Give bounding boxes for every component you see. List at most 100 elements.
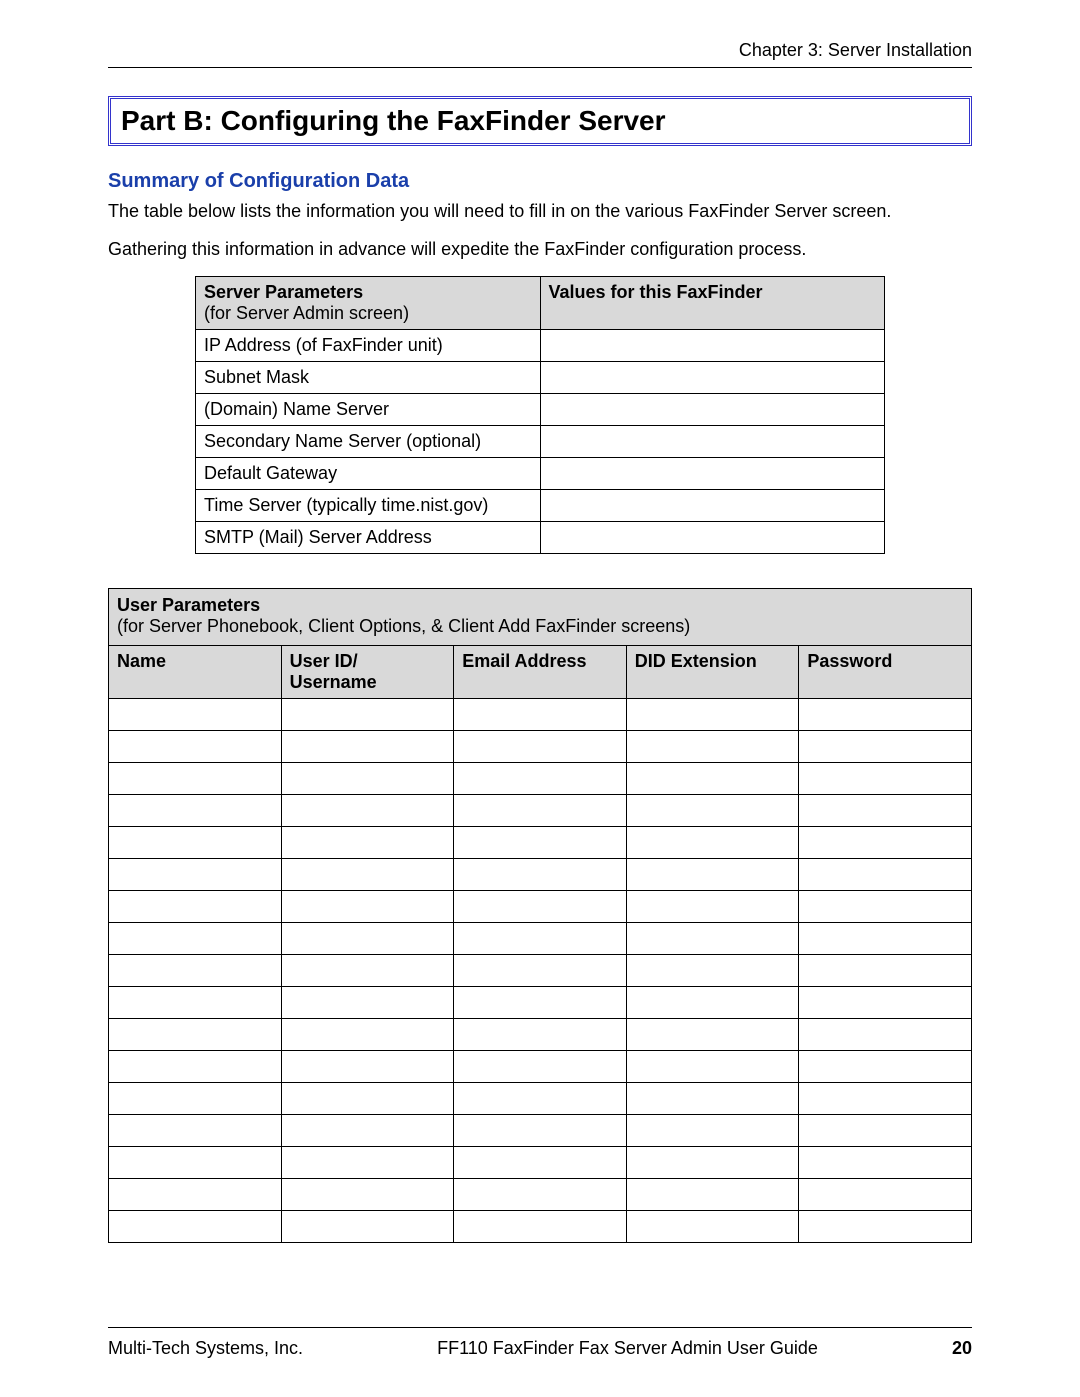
server-values-header: Values for this FaxFinder — [540, 276, 885, 329]
col-userid-line2: Username — [290, 672, 377, 692]
user-cell — [626, 1178, 799, 1210]
user-cell — [281, 730, 454, 762]
user-cell — [109, 826, 282, 858]
user-cell — [281, 922, 454, 954]
user-cell — [109, 794, 282, 826]
col-password: Password — [799, 645, 972, 698]
table-row — [109, 954, 972, 986]
user-cell — [109, 858, 282, 890]
user-cell — [799, 890, 972, 922]
user-cell — [109, 1082, 282, 1114]
chapter-text: Chapter 3: Server Installation — [739, 40, 972, 60]
table-row — [109, 986, 972, 1018]
user-cell — [109, 762, 282, 794]
user-parameters-table: User Parameters (for Server Phonebook, C… — [108, 588, 972, 1243]
table-row — [109, 1146, 972, 1178]
user-cell — [799, 1210, 972, 1242]
table-row — [109, 922, 972, 954]
user-cell — [626, 954, 799, 986]
server-params-header: Server Parameters (for Server Admin scre… — [196, 276, 541, 329]
server-param-label: Subnet Mask — [196, 361, 541, 393]
section-title: Part B: Configuring the FaxFinder Server — [121, 105, 959, 137]
user-cell — [626, 794, 799, 826]
user-cell — [626, 858, 799, 890]
user-cell — [109, 1018, 282, 1050]
table-row: Time Server (typically time.nist.gov) — [196, 489, 885, 521]
user-cell — [454, 1210, 627, 1242]
user-cell — [109, 1146, 282, 1178]
table-row: Subnet Mask — [196, 361, 885, 393]
user-cell — [626, 986, 799, 1018]
server-param-value — [540, 489, 885, 521]
user-cell — [799, 698, 972, 730]
server-param-value — [540, 457, 885, 489]
server-param-label: Secondary Name Server (optional) — [196, 425, 541, 457]
user-params-columns-row: Name User ID/ Username Email Address DID… — [109, 645, 972, 698]
table-row — [109, 698, 972, 730]
table-row — [109, 858, 972, 890]
user-cell — [454, 1082, 627, 1114]
user-cell — [626, 890, 799, 922]
user-cell — [454, 1018, 627, 1050]
table-row — [109, 1178, 972, 1210]
user-cell — [109, 1210, 282, 1242]
server-param-value — [540, 393, 885, 425]
user-cell — [454, 1146, 627, 1178]
table-row — [109, 826, 972, 858]
server-param-label: Default Gateway — [196, 457, 541, 489]
table-row — [109, 762, 972, 794]
server-params-header-note: (for Server Admin screen) — [204, 303, 409, 323]
user-cell — [626, 1210, 799, 1242]
user-cell — [281, 1050, 454, 1082]
user-cell — [281, 1082, 454, 1114]
user-cell — [626, 1082, 799, 1114]
intro-text-2: Gathering this information in advance wi… — [108, 237, 972, 261]
user-cell — [281, 794, 454, 826]
user-params-section-row: User Parameters (for Server Phonebook, C… — [109, 588, 972, 645]
user-cell — [281, 698, 454, 730]
table-row — [109, 730, 972, 762]
user-cell — [799, 922, 972, 954]
server-param-label: (Domain) Name Server — [196, 393, 541, 425]
user-cell — [626, 698, 799, 730]
table-row: SMTP (Mail) Server Address — [196, 521, 885, 553]
footer-center: FF110 FaxFinder Fax Server Admin User Gu… — [303, 1338, 952, 1359]
user-cell — [109, 986, 282, 1018]
user-cell — [454, 954, 627, 986]
table-row: (Domain) Name Server — [196, 393, 885, 425]
intro-text-1: The table below lists the information yo… — [108, 199, 972, 223]
user-cell — [799, 826, 972, 858]
user-cell — [799, 858, 972, 890]
user-cell — [109, 1178, 282, 1210]
user-cell — [626, 1018, 799, 1050]
table-row: Secondary Name Server (optional) — [196, 425, 885, 457]
user-cell — [281, 986, 454, 1018]
table-row — [109, 1114, 972, 1146]
user-cell — [799, 1050, 972, 1082]
server-params-header-bold: Server Parameters — [204, 282, 363, 302]
document-page: Chapter 3: Server Installation Part B: C… — [0, 0, 1080, 1397]
user-cell — [799, 954, 972, 986]
user-cell — [626, 730, 799, 762]
server-values-header-bold: Values for this FaxFinder — [549, 282, 763, 302]
user-cell — [454, 858, 627, 890]
table-row — [109, 890, 972, 922]
user-cell — [281, 1114, 454, 1146]
user-cell — [454, 1114, 627, 1146]
user-params-section-header: User Parameters (for Server Phonebook, C… — [109, 588, 972, 645]
user-cell — [454, 794, 627, 826]
table-header-row: Server Parameters (for Server Admin scre… — [196, 276, 885, 329]
user-cell — [454, 762, 627, 794]
user-cell — [281, 1146, 454, 1178]
user-cell — [799, 986, 972, 1018]
footer-left: Multi-Tech Systems, Inc. — [108, 1338, 303, 1359]
user-cell — [454, 730, 627, 762]
user-cell — [454, 826, 627, 858]
user-cell — [799, 1114, 972, 1146]
col-userid: User ID/ Username — [281, 645, 454, 698]
footer-page-number: 20 — [952, 1338, 972, 1359]
user-cell — [281, 954, 454, 986]
table-row: IP Address (of FaxFinder unit) — [196, 329, 885, 361]
server-param-value — [540, 521, 885, 553]
table-row — [109, 794, 972, 826]
